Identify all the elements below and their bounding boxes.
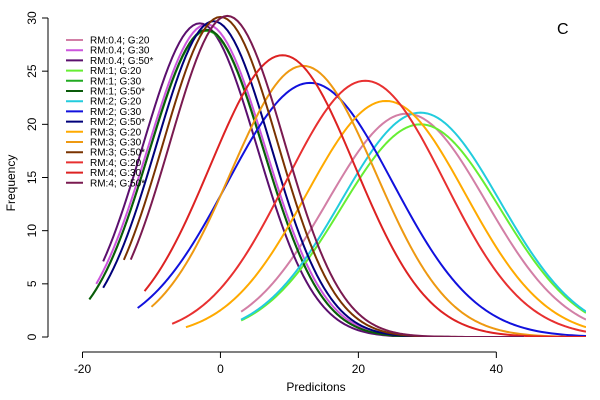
y-tick-label: 20: [25, 117, 39, 131]
y-tick-label: 5: [25, 280, 39, 287]
series-line: [143, 54, 586, 337]
legend-entry: RM:2; G:50*: [90, 117, 145, 128]
legend-entry: RM:0.4; G:50*: [90, 56, 153, 67]
legend-entry: RM:4; G:20: [90, 158, 142, 169]
legend-entry: RM:3; G:30: [90, 138, 142, 149]
x-tick-label: -20: [74, 362, 92, 376]
legend-entry: RM:0.4; G:20: [90, 36, 150, 47]
y-axis-title: Frequency: [4, 155, 18, 212]
series-line: [137, 81, 586, 337]
series-line: [150, 64, 566, 337]
series-line: [171, 79, 586, 333]
series-line: [129, 14, 524, 337]
x-tick-label: 40: [490, 362, 504, 376]
y-tick-label: 30: [25, 11, 39, 25]
x-axis: -20 0 20 40: [74, 351, 504, 376]
y-tick-label: 15: [25, 171, 39, 185]
y-axis: 0 5 10 15 20 25 30: [25, 11, 49, 340]
series-lines: [88, 14, 586, 337]
series-line: [102, 22, 497, 337]
legend-entry: RM:1; G:20: [90, 66, 142, 77]
legend-entry: RM:2; G:30: [90, 107, 142, 118]
legend-entry: RM:3; G:50*: [90, 148, 145, 159]
legend-entry: RM:1; G:50*: [90, 87, 145, 98]
series-line: [185, 99, 586, 329]
y-tick-label: 0: [25, 333, 39, 340]
x-axis-title: Predicitons: [286, 380, 345, 394]
x-tick-label: 0: [217, 362, 224, 376]
legend-entry: RM:2; G:20: [90, 97, 142, 108]
legend-entry: RM:4; G:30: [90, 168, 142, 179]
legend-entry: RM:1; G:30: [90, 76, 142, 87]
legend-entry: RM:3; G:20: [90, 127, 142, 138]
panel-label: C: [557, 21, 569, 38]
legend-entry: RM:0.4; G:30: [90, 46, 150, 57]
legend-entry: RM:4; G:50*: [90, 178, 145, 189]
y-tick-label: 25: [25, 64, 39, 78]
x-tick-label: 20: [352, 362, 366, 376]
y-tick-label: 10: [25, 224, 39, 238]
